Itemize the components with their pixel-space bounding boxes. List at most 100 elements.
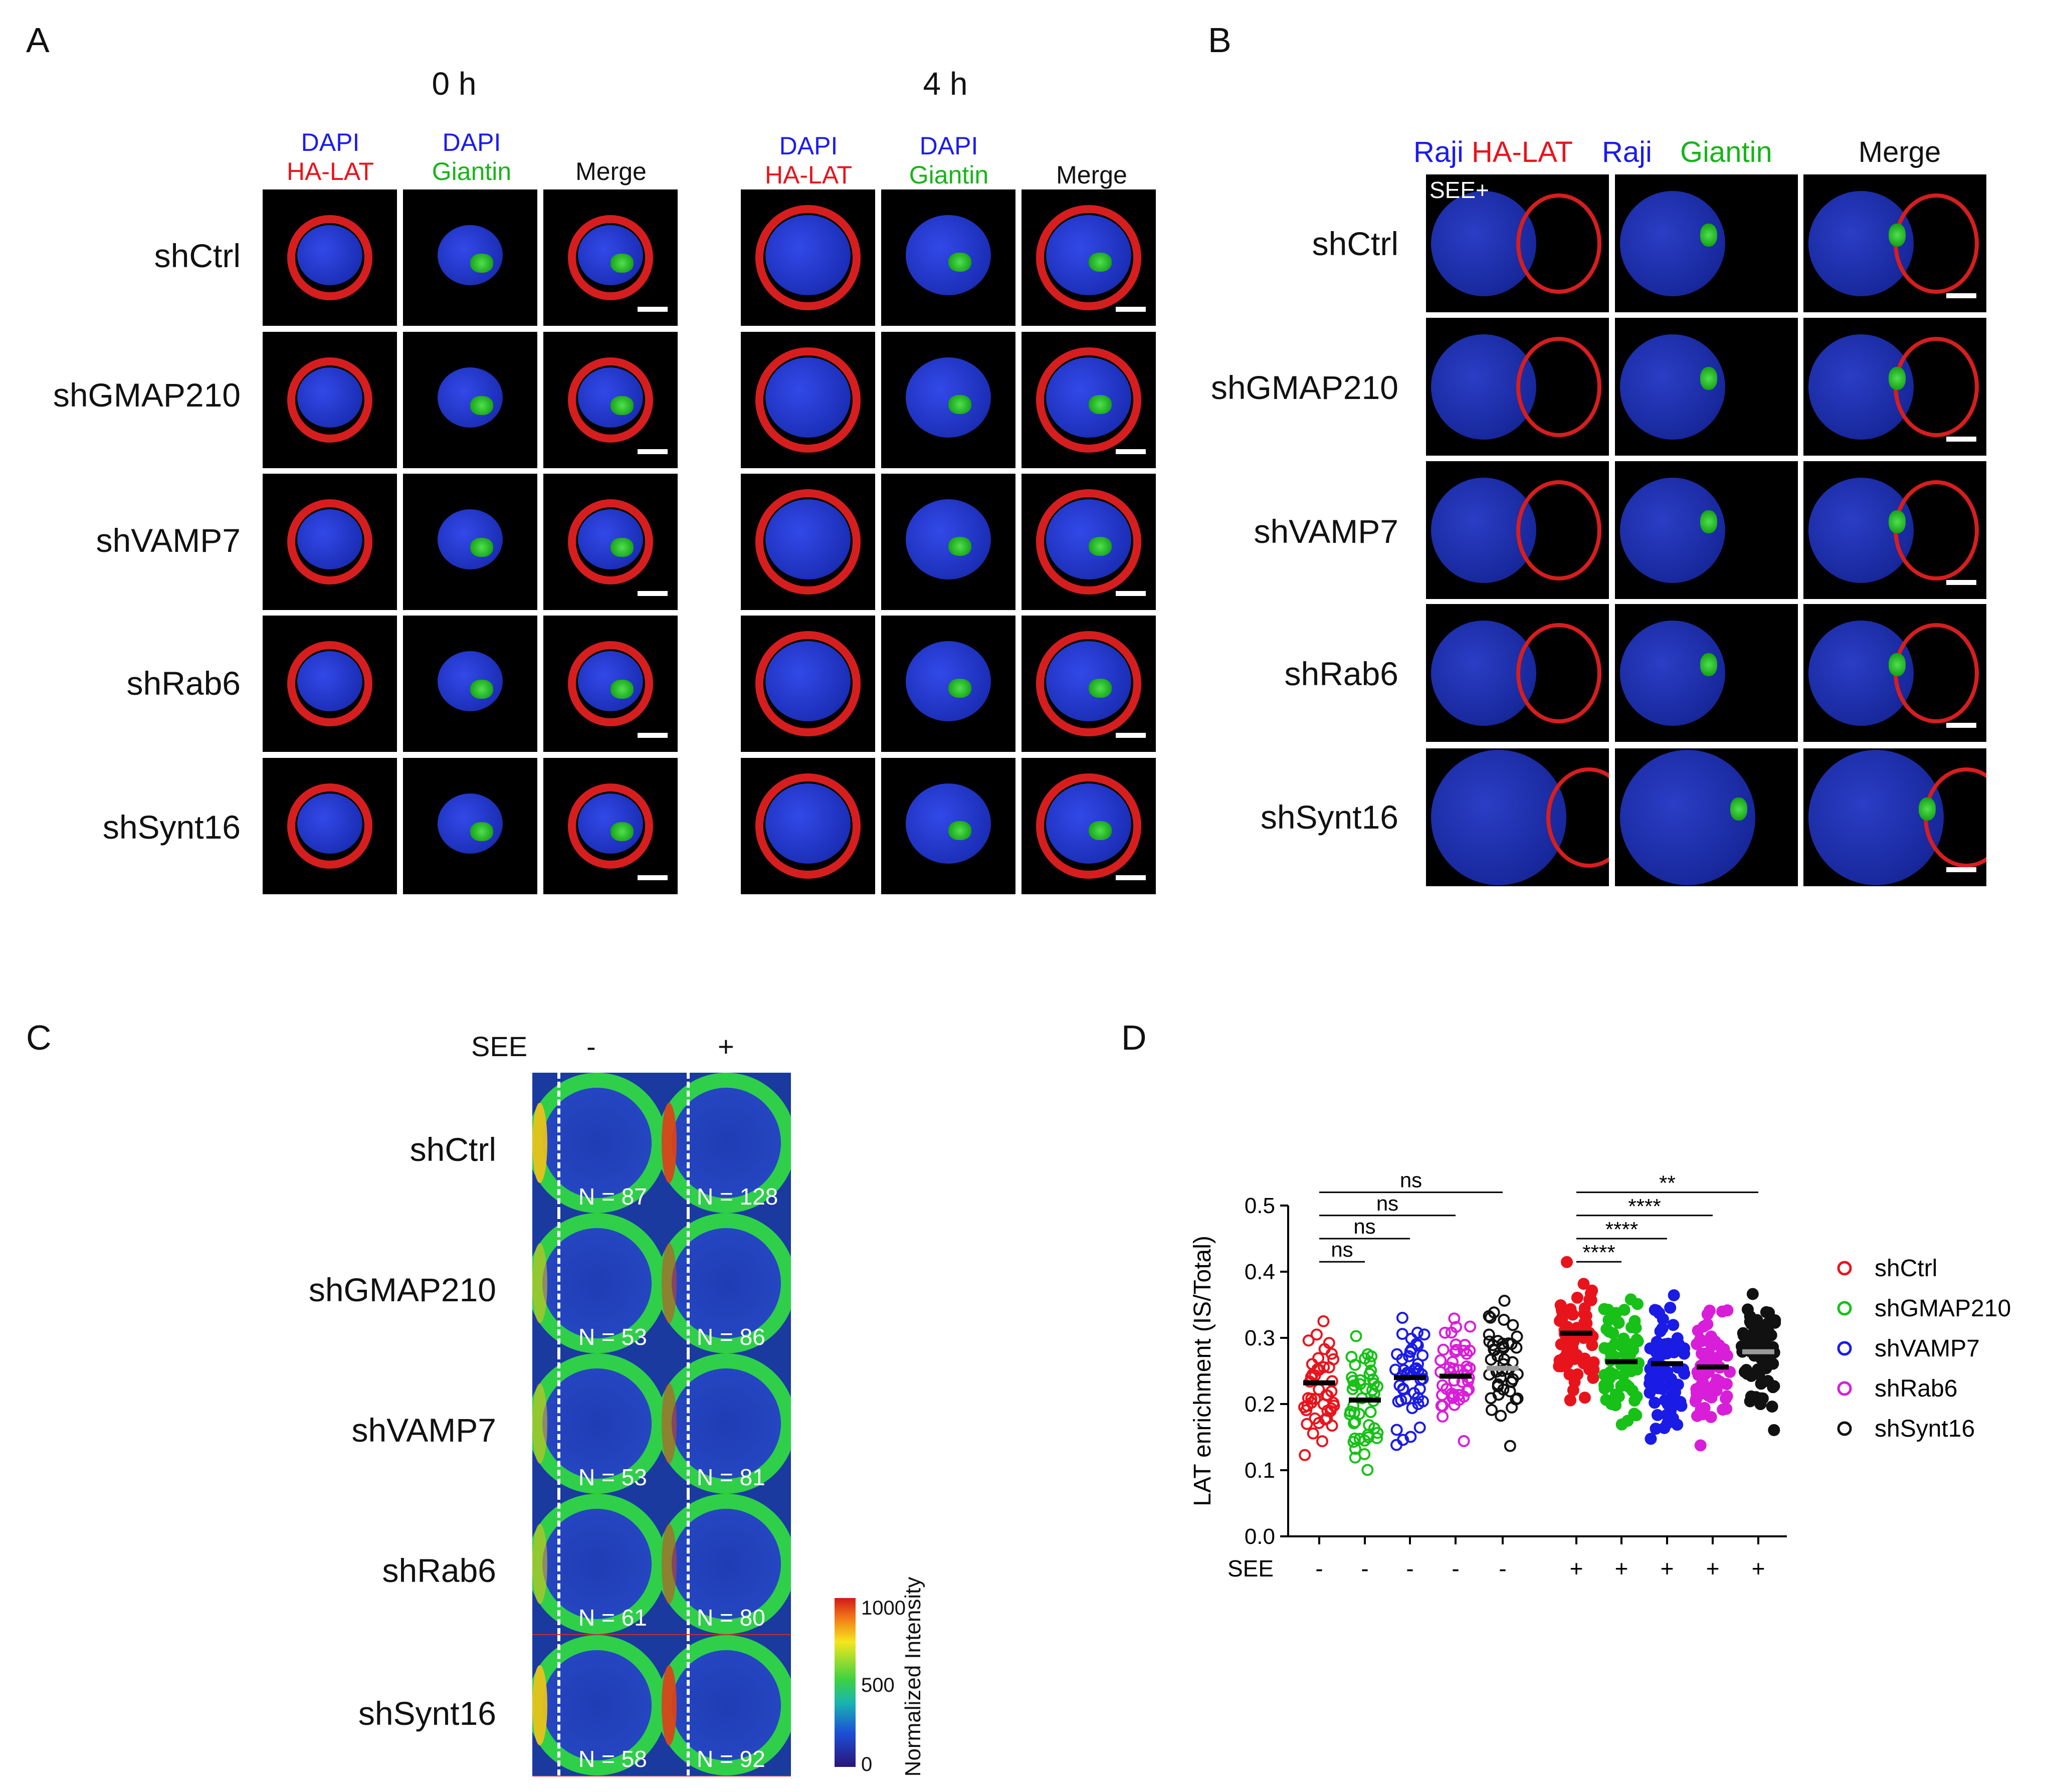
x-tick-label: + [1752, 1555, 1765, 1581]
nucleus [1046, 641, 1131, 721]
panel-d-scatter-chart: 0.0 0.1 0.2 0.3 0.4 0.5 LAT enrichment (IS/Tot… [1189, 1168, 2011, 1581]
nucleus [297, 225, 362, 285]
a-micrograph-shctrl-4h-dapi-halat [741, 189, 875, 326]
a-micrograph-shvamp7-4h-dapi-giantin [881, 474, 1015, 610]
synapse-dashed-line [687, 1073, 690, 1213]
a-micrograph-shgmap210-4h-merge [1021, 332, 1156, 468]
golgi [1889, 366, 1906, 390]
data-point-shrab6 [1696, 1347, 1708, 1360]
data-point-shrab6 [1691, 1338, 1703, 1350]
b-micrograph-shvamp7-raji-halat [1426, 461, 1609, 599]
a-micrograph-shvamp7-4h-merge [1021, 474, 1156, 610]
scale-bar [1946, 580, 1976, 585]
b-micrograph-shgmap210-raji-halat [1426, 318, 1609, 456]
y-tick-label: 0.4 [1245, 1260, 1275, 1284]
synapse-dashed-line [687, 1353, 690, 1494]
x-tick-label: - [1499, 1555, 1506, 1581]
data-point-shvamp7 [1651, 1409, 1664, 1421]
a-row-label-shvamp7: shVAMP7 [96, 522, 241, 559]
nucleus [578, 651, 643, 711]
data-point-shctrl [1561, 1321, 1574, 1333]
data-point-shctrl [1561, 1357, 1573, 1370]
scale-bar [1946, 723, 1976, 728]
c-see-minus: - [586, 1031, 596, 1062]
data-point-shctrl [1578, 1302, 1591, 1314]
data-point-shsynt16 [1495, 1410, 1507, 1422]
data-point-shsynt16 [1483, 1328, 1495, 1341]
c-row-label-shctrl: shCtrl [410, 1131, 496, 1168]
data-point-shgmap210 [1359, 1352, 1371, 1365]
y-tick-label: 0.5 [1245, 1193, 1275, 1218]
panel-label-b: B [1208, 21, 1232, 60]
nucleus [578, 509, 643, 569]
c-row-label-shsynt16: shSynt16 [358, 1695, 496, 1732]
data-point-shctrl [1325, 1347, 1338, 1360]
scale-bar [1116, 591, 1146, 596]
data-point-shvamp7 [1413, 1421, 1426, 1434]
data-point-shctrl [1577, 1278, 1590, 1290]
legend-label-shrab6: shRab6 [1875, 1375, 1957, 1402]
synapse-hotspot [532, 1103, 547, 1183]
a-micrograph-shgmap210-4h-dapi-giantin [881, 332, 1015, 468]
data-point-shvamp7 [1664, 1301, 1677, 1314]
a-micrograph-shvamp7-0h-dapi-halat [263, 474, 397, 610]
nucleus [438, 651, 503, 711]
nucleus [906, 215, 991, 295]
raji-cell [1431, 749, 1566, 885]
significance-label: ns [1331, 1238, 1353, 1261]
data-point-shgmap210 [1348, 1379, 1360, 1391]
data-point-shvamp7 [1645, 1433, 1657, 1445]
data-point-shrab6 [1463, 1383, 1475, 1396]
data-point-shctrl [1580, 1317, 1593, 1330]
data-point-shvamp7 [1671, 1332, 1684, 1344]
data-point-shvamp7 [1389, 1363, 1401, 1376]
data-point-shctrl [1328, 1400, 1340, 1412]
y-tick-label: 0.1 [1245, 1458, 1275, 1483]
data-point-shvamp7 [1390, 1424, 1403, 1436]
golgi [948, 821, 971, 840]
nucleus [297, 793, 362, 854]
data-point-shrab6 [1450, 1321, 1463, 1333]
golgi [1089, 536, 1112, 556]
a-4h-col1-line1: DAPI [779, 132, 838, 160]
synapse-dashed-line [557, 1073, 560, 1213]
data-point-shrab6 [1714, 1375, 1726, 1388]
c-heatmap-shgmap210-plus: N = 86 [662, 1213, 791, 1354]
c-row-label-shrab6: shRab6 [382, 1552, 497, 1589]
legend-marker-shrab6 [1837, 1381, 1852, 1396]
data-point-shsynt16 [1744, 1310, 1756, 1322]
data-point-shctrl [1561, 1256, 1573, 1268]
legend-label-shsynt16: shSynt16 [1875, 1416, 1975, 1442]
a-micrograph-shrab6-0h-merge [543, 616, 678, 752]
c-heatmap-shctrl-minus: N = 87 [532, 1073, 662, 1214]
golgi [610, 253, 634, 273]
synapse-hotspot [532, 1524, 547, 1604]
b-micrograph-shvamp7-raji-giantin [1615, 461, 1798, 599]
data-point-shgmap210 [1345, 1350, 1358, 1363]
data-point-shrab6 [1437, 1410, 1449, 1423]
data-point-shvamp7 [1393, 1379, 1406, 1392]
data-point-shsynt16 [1766, 1401, 1778, 1413]
cell-count-label: N = 53 [578, 1324, 647, 1350]
data-point-shgmap210 [1629, 1322, 1642, 1334]
data-point-shsynt16 [1737, 1329, 1750, 1342]
data-point-shgmap210 [1612, 1390, 1625, 1403]
golgi [948, 252, 971, 272]
scale-bar [638, 591, 668, 596]
t-cell-membrane [1894, 336, 1979, 437]
b-micrograph-shctrl-merge [1803, 174, 1986, 312]
data-point-shgmap210 [1630, 1333, 1643, 1346]
data-point-shvamp7 [1405, 1332, 1417, 1345]
c-see-plus: + [718, 1031, 734, 1062]
synapse-dashed-line [557, 1494, 560, 1634]
golgi [1919, 797, 1936, 821]
nucleus [1046, 783, 1131, 864]
c-see-label: SEE [471, 1031, 528, 1062]
synapse-dashed-line [687, 1635, 690, 1775]
golgi [1730, 797, 1747, 821]
legend-label-shctrl: shCtrl [1875, 1255, 1937, 1282]
golgi [610, 822, 634, 841]
a-micrograph-shrab6-4h-dapi-giantin [881, 616, 1015, 752]
x-tick-label: + [1615, 1555, 1628, 1581]
data-point-shctrl [1299, 1449, 1311, 1461]
